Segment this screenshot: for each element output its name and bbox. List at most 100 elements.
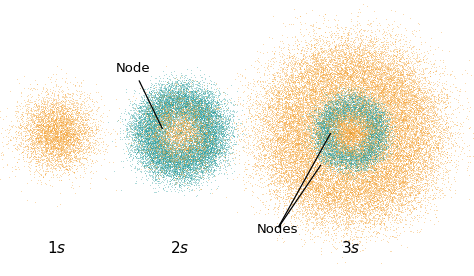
Point bbox=[127, 143, 134, 147]
Point bbox=[270, 195, 278, 200]
Point bbox=[204, 130, 212, 134]
Point bbox=[189, 133, 197, 137]
Point bbox=[328, 216, 336, 221]
Point bbox=[392, 191, 399, 195]
Point bbox=[157, 103, 165, 107]
Point bbox=[435, 130, 443, 135]
Point bbox=[362, 88, 370, 92]
Point bbox=[308, 185, 316, 189]
Point bbox=[322, 136, 330, 140]
Point bbox=[179, 165, 187, 169]
Point bbox=[334, 146, 342, 150]
Point bbox=[377, 115, 384, 119]
Point bbox=[350, 127, 358, 131]
Point bbox=[412, 116, 419, 121]
Point bbox=[175, 112, 182, 116]
Point bbox=[343, 103, 351, 107]
Point bbox=[250, 163, 258, 168]
Point bbox=[335, 130, 343, 135]
Point bbox=[168, 148, 175, 152]
Point bbox=[369, 92, 377, 96]
Point bbox=[170, 150, 177, 154]
Point bbox=[363, 127, 371, 132]
Point bbox=[154, 154, 162, 158]
Point bbox=[158, 148, 166, 152]
Point bbox=[192, 95, 200, 99]
Point bbox=[339, 105, 347, 109]
Point bbox=[189, 152, 197, 156]
Point bbox=[347, 11, 355, 15]
Point bbox=[346, 75, 353, 79]
Point bbox=[83, 124, 91, 129]
Point bbox=[194, 100, 201, 104]
Point bbox=[146, 161, 154, 165]
Point bbox=[371, 116, 378, 121]
Point bbox=[206, 132, 213, 136]
Point bbox=[328, 152, 335, 156]
Point bbox=[167, 100, 175, 104]
Point bbox=[259, 108, 267, 112]
Point bbox=[314, 121, 321, 125]
Point bbox=[128, 136, 136, 140]
Point bbox=[203, 86, 211, 91]
Point bbox=[327, 65, 334, 69]
Point bbox=[337, 110, 344, 115]
Point bbox=[405, 93, 412, 97]
Point bbox=[305, 81, 313, 85]
Point bbox=[275, 165, 283, 169]
Point bbox=[340, 118, 347, 122]
Point bbox=[379, 41, 387, 46]
Point bbox=[392, 69, 399, 73]
Point bbox=[337, 118, 344, 123]
Point bbox=[334, 121, 342, 126]
Point bbox=[202, 175, 210, 180]
Point bbox=[278, 55, 286, 60]
Point bbox=[369, 134, 376, 139]
Point bbox=[364, 116, 371, 120]
Point bbox=[379, 92, 387, 97]
Point bbox=[400, 174, 407, 178]
Point bbox=[427, 126, 435, 130]
Point bbox=[202, 135, 210, 139]
Point bbox=[51, 134, 59, 138]
Point bbox=[149, 162, 157, 167]
Point bbox=[207, 89, 214, 93]
Point bbox=[399, 53, 406, 57]
Point bbox=[176, 97, 184, 102]
Point bbox=[285, 123, 293, 127]
Point bbox=[310, 147, 318, 151]
Point bbox=[66, 129, 74, 133]
Point bbox=[317, 102, 324, 107]
Point bbox=[434, 135, 441, 139]
Point bbox=[63, 132, 71, 137]
Point bbox=[402, 104, 410, 108]
Point bbox=[367, 188, 375, 192]
Point bbox=[370, 111, 378, 116]
Point bbox=[181, 98, 189, 102]
Point bbox=[356, 117, 364, 122]
Point bbox=[365, 122, 372, 126]
Point bbox=[193, 145, 201, 149]
Point bbox=[64, 137, 71, 142]
Point bbox=[273, 88, 281, 93]
Point bbox=[302, 137, 310, 142]
Point bbox=[271, 140, 279, 144]
Point bbox=[423, 171, 431, 175]
Point bbox=[319, 211, 327, 215]
Point bbox=[286, 168, 293, 172]
Point bbox=[329, 101, 337, 105]
Point bbox=[145, 98, 153, 102]
Point bbox=[333, 89, 340, 94]
Point bbox=[319, 60, 327, 65]
Point bbox=[158, 98, 165, 103]
Point bbox=[45, 135, 52, 140]
Point bbox=[300, 142, 308, 146]
Point bbox=[389, 109, 396, 113]
Point bbox=[191, 113, 199, 117]
Point bbox=[389, 181, 396, 185]
Point bbox=[330, 192, 338, 196]
Point bbox=[320, 150, 328, 154]
Point bbox=[182, 109, 190, 113]
Point bbox=[346, 166, 354, 170]
Point bbox=[173, 110, 181, 114]
